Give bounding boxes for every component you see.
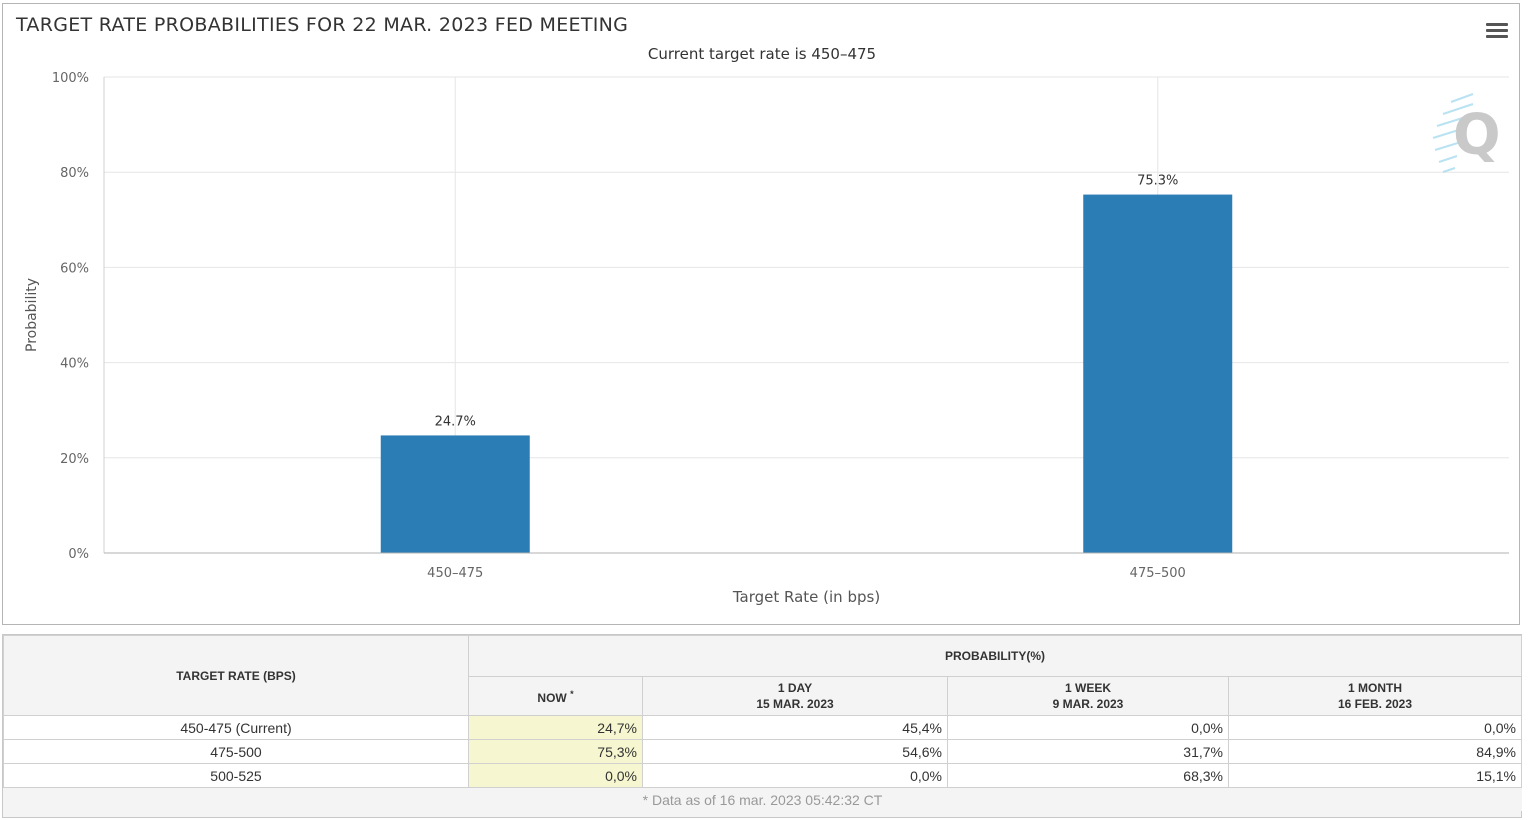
target-rate-header: TARGET RATE (BPS) [3, 635, 469, 716]
x-axis-title: Target Rate (in bps) [732, 588, 880, 606]
target-rate-cell: 500-525 [3, 763, 469, 788]
col-header-1-week: 1 WEEK 9 MAR. 2023 [947, 676, 1229, 716]
probability-cell: 54,6% [642, 739, 948, 764]
x-tick-label: 475–500 [1130, 566, 1186, 581]
probability-table: TARGET RATE (BPS) PROBABILITY(%) NOW * 1… [3, 635, 1522, 811]
probability-cell: 45,4% [642, 715, 948, 740]
table-row: 450-475 (Current) 24,7% 45,4% 0,0% 0,0% [3, 715, 1522, 740]
col-header-now: NOW * [468, 676, 643, 716]
probability-cell: 0,0% [1228, 715, 1522, 740]
data-timestamp-footnote: * Data as of 16 mar. 2023 05:42:32 CT [3, 787, 1522, 811]
probability-header: PROBABILITY(%) [468, 635, 1522, 677]
y-tick-label: 60% [60, 261, 89, 276]
table-row: 475-500 75,3% 54,6% 31,7% 84,9% [3, 739, 1522, 764]
probability-cell: 84,9% [1228, 739, 1522, 764]
probability-cell: 0,0% [947, 715, 1229, 740]
y-tick-label: 100% [52, 71, 89, 86]
target-rate-cell: 475-500 [3, 739, 469, 764]
target-rate-cell: 450-475 (Current) [3, 715, 469, 740]
quikstrike-q-logo-icon: Q [1432, 93, 1501, 173]
bar-data-label: 75.3% [1137, 174, 1178, 189]
hamburger-menu-icon[interactable] [1486, 23, 1508, 41]
chart-panel: Q 24.7% 75.3% 0% 20% 40% 60% 80% 100% 450–475 47… [2, 3, 1520, 625]
watermark-letter: Q [1453, 103, 1501, 168]
bar [380, 435, 530, 553]
y-tick-label: 20% [60, 452, 89, 467]
chart-title: TARGET RATE PROBABILITIES FOR 22 MAR. 20… [16, 14, 629, 36]
y-tick-label: 80% [60, 166, 89, 181]
probability-cell-now: 0,0% [468, 763, 643, 788]
probability-cell: 15,1% [1228, 763, 1522, 788]
probability-table-container: TARGET RATE (BPS) PROBABILITY(%) NOW * 1… [2, 634, 1522, 818]
y-axis-title: Probability [24, 278, 40, 352]
col-header-1-month: 1 MONTH 16 FEB. 2023 [1228, 676, 1522, 716]
probability-cell: 68,3% [947, 763, 1229, 788]
y-tick-label: 0% [68, 547, 89, 562]
y-tick-label: 40% [60, 357, 89, 372]
col-header-1-day: 1 DAY 15 MAR. 2023 [642, 676, 948, 716]
now-footnote-marker: * [570, 689, 574, 699]
bar-data-label: 24.7% [435, 414, 476, 429]
x-tick-label: 450–475 [427, 566, 483, 581]
probability-cell-now: 75,3% [468, 739, 643, 764]
bar [1083, 194, 1233, 553]
table-row: 500-525 0,0% 0,0% 68,3% 15,1% [3, 763, 1522, 788]
probability-cell: 31,7% [947, 739, 1229, 764]
probability-cell-now: 24,7% [468, 715, 643, 740]
probability-cell: 0,0% [642, 763, 948, 788]
bar-chart: Q 24.7% 75.3% 0% 20% 40% 60% 80% 100% 450–475 47… [24, 71, 1509, 606]
chart-subtitle: Current target rate is 450–475 [647, 45, 877, 63]
